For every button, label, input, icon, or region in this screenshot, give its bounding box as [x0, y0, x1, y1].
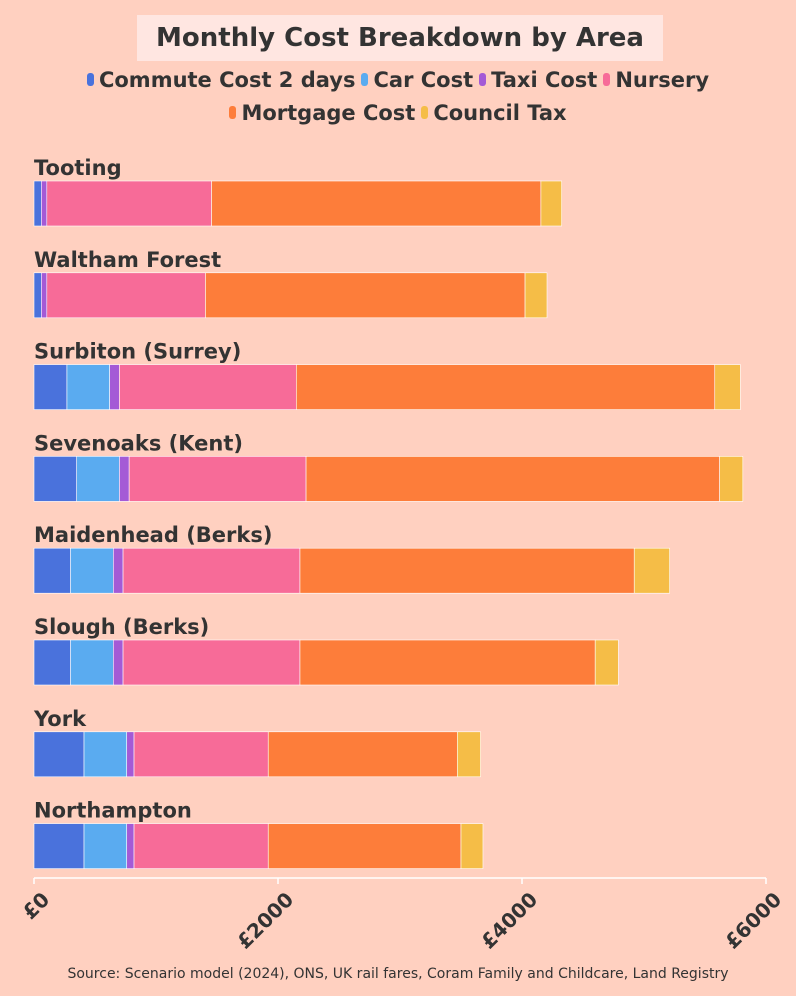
bar-segment: [33, 364, 68, 410]
bar-segment: [460, 823, 484, 869]
legend-item: Council Tax: [421, 97, 567, 128]
bar-segment: [33, 823, 85, 869]
bar-segment: [33, 456, 78, 502]
legend-swatch: [229, 106, 237, 119]
bar-segment: [109, 364, 120, 410]
bar-segment: [594, 639, 619, 686]
bar-segment: [33, 547, 71, 594]
source-note: Source: Scenario model (2024), ONS, UK r…: [67, 966, 729, 982]
bar-segment: [66, 364, 110, 410]
legend-item: Car Cost: [361, 64, 473, 95]
bar-segment: [33, 731, 85, 778]
category-label: Northampton: [34, 799, 192, 823]
legend-label: Nursery: [615, 67, 710, 92]
bar-segment: [76, 456, 120, 502]
bar-segment: [113, 547, 124, 594]
category-label: York: [33, 707, 87, 731]
bar-segment: [133, 823, 269, 869]
bar-segment: [83, 823, 128, 869]
bar-segment: [46, 180, 212, 227]
bar-segment: [119, 456, 130, 502]
bar-segment: [299, 639, 596, 686]
bar-segment: [122, 639, 301, 686]
x-tick-label: £0: [18, 887, 55, 924]
x-tick-label: £2000: [232, 887, 298, 953]
bar-segment: [119, 364, 297, 410]
legend-item: Commute Cost 2 days: [86, 64, 356, 95]
bar-segment: [70, 547, 114, 594]
bar-segment: [126, 823, 135, 869]
legend-swatch: [361, 73, 369, 86]
bar-segment: [211, 180, 542, 227]
bar-segment: [267, 731, 458, 778]
legend-swatch: [479, 73, 487, 86]
category-label: Tooting: [34, 156, 122, 180]
legend-label: Taxi Cost: [491, 67, 598, 92]
bar-segment: [33, 639, 71, 686]
category-label: Maidenhead (Berks): [34, 523, 272, 547]
category-label: Sevenoaks (Kent): [34, 431, 243, 455]
bar-segment: [540, 180, 562, 227]
bar-segment: [524, 272, 548, 319]
bar-segment: [41, 180, 48, 227]
bar-segment: [205, 272, 526, 319]
legend-label: Commute Cost 2 days: [98, 67, 356, 92]
legend-swatch: [421, 106, 429, 119]
legend-label: Car Cost: [373, 67, 474, 92]
bar-segment: [41, 272, 48, 319]
bar-segment: [719, 456, 744, 502]
legend-item: Taxi Cost: [479, 64, 597, 95]
bar-segment: [83, 731, 128, 778]
chart-title-box: Monthly Cost Breakdown by Area: [137, 15, 663, 61]
legend: Commute Cost 2 days Car Cost Taxi Cost Nurs…: [0, 64, 796, 128]
chart-title: Monthly Cost Breakdown by Area: [156, 23, 644, 53]
bar-segment: [33, 180, 42, 227]
x-tick-label: £4000: [476, 887, 542, 953]
x-tick-label: £6000: [720, 887, 786, 953]
bar-segment: [457, 731, 481, 778]
bar-segment: [267, 823, 462, 869]
bar-segment: [128, 456, 307, 502]
bar-segment: [126, 731, 135, 778]
legend-swatch: [603, 73, 611, 86]
bar-segment: [714, 364, 741, 410]
category-label: Surbiton (Surrey): [34, 340, 241, 364]
category-label: Slough (Berks): [34, 615, 209, 639]
bar-segment: [70, 639, 114, 686]
legend-swatch: [86, 73, 94, 86]
bar-segment: [122, 547, 301, 594]
legend-item: Mortgage Cost: [229, 97, 415, 128]
bar-segment: [305, 456, 720, 502]
bar-segment: [113, 639, 124, 686]
bar-segment: [295, 364, 716, 410]
bar-segment: [133, 731, 269, 778]
bar-segment: [46, 272, 206, 319]
legend-label: Council Tax: [433, 100, 567, 125]
category-label: Waltham Forest: [34, 248, 221, 272]
bar-segment: [33, 272, 42, 319]
bar-segment: [299, 547, 635, 594]
legend-label: Mortgage Cost: [241, 100, 416, 125]
legend-item: Nursery: [603, 64, 709, 95]
bar-segment: [633, 547, 670, 594]
